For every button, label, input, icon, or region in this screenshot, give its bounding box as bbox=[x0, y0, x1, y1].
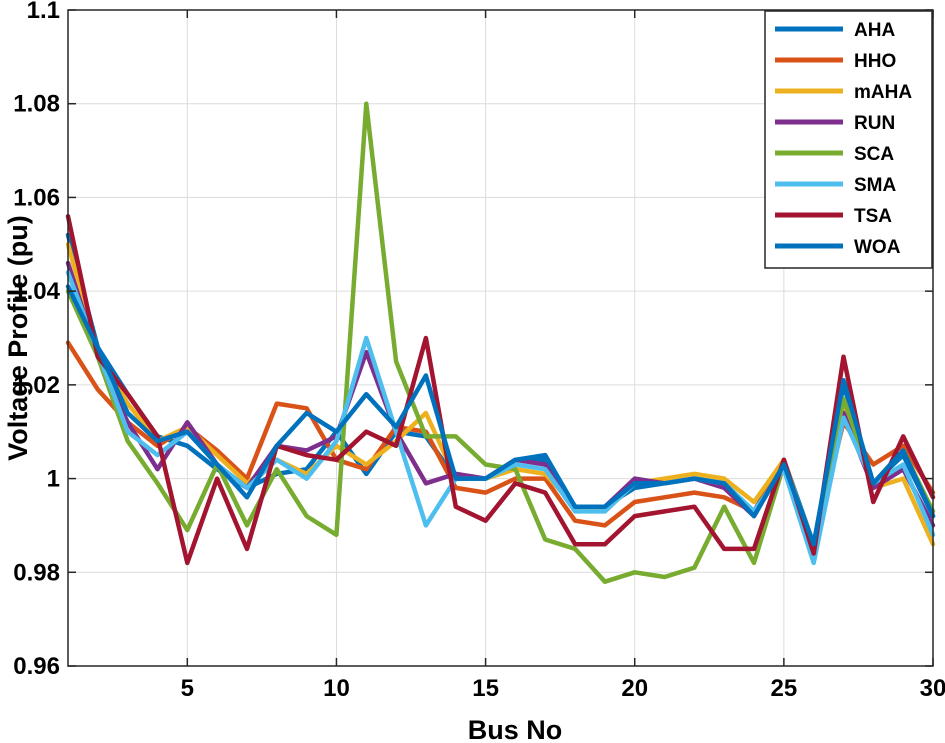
legend-label-run: RUN bbox=[854, 113, 895, 134]
legend: AHA HHO mAHA RUN SCA SMA TSA WOA bbox=[764, 10, 933, 269]
x-axis-title: Bus No bbox=[468, 715, 563, 743]
y-tick-label: 1.1 bbox=[27, 0, 60, 24]
x-tick-label: 25 bbox=[771, 675, 798, 702]
legend-label-sca: SCA bbox=[854, 144, 894, 165]
y-tick-label: 0.98 bbox=[13, 559, 60, 586]
legend-box bbox=[764, 10, 933, 269]
y-tick-label: 1.02 bbox=[13, 372, 60, 399]
y-tick-label: 1 bbox=[47, 466, 60, 493]
legend-label-sma: SMA bbox=[854, 175, 897, 196]
series-line-woa bbox=[65, 284, 936, 547]
plot-frame bbox=[67, 9, 934, 667]
x-tick-label: 15 bbox=[472, 675, 499, 702]
y-axis-title: Voltage Profile (pu) bbox=[3, 215, 33, 461]
legend-label-tsa: TSA bbox=[854, 206, 892, 227]
y-tick-label: 1.08 bbox=[13, 91, 60, 118]
axis-ticks bbox=[68, 9, 934, 667]
legend-label-woa: WOA bbox=[854, 237, 901, 258]
y-tick-label: 1.04 bbox=[13, 278, 60, 305]
legend-label-aha: AHA bbox=[854, 20, 895, 41]
x-tick-label: 30 bbox=[920, 675, 945, 702]
y-tick-label: 0.96 bbox=[13, 653, 60, 680]
x-tick-label: 5 bbox=[181, 675, 194, 702]
legend-label-maha: mAHA bbox=[854, 82, 912, 103]
x-tick-label: 20 bbox=[621, 675, 648, 702]
y-tick-label: 1.06 bbox=[13, 184, 60, 211]
legend-label-hho: HHO bbox=[854, 51, 896, 72]
series-lines bbox=[65, 101, 936, 584]
x-tick-label: 10 bbox=[323, 675, 350, 702]
tick-labels: 5 10 15 20 25 30 0.96 0.98 1 1.02 1.04 1.06 1.08 1.1 bbox=[13, 0, 945, 702]
